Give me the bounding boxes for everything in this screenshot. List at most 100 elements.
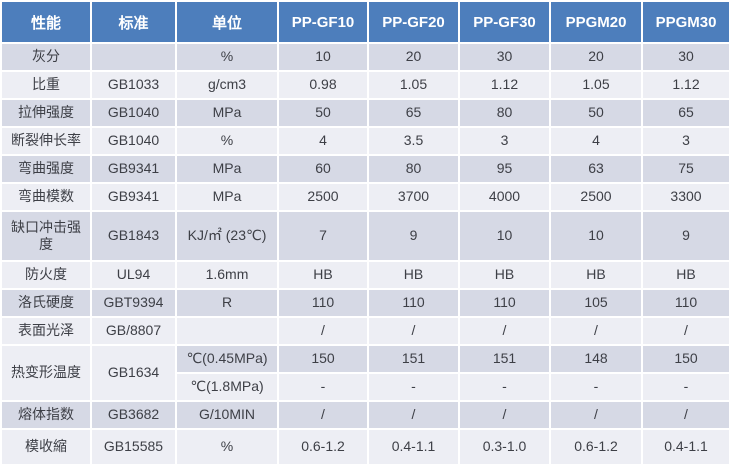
table-row: 表面光泽 GB/8807// / / / [2,318,729,344]
value-cell: 0.3-1.0 [460,430,549,464]
unit-cell: R [177,290,277,316]
value-cell: 60 [279,156,367,182]
standard-cell: GBT9394 [92,290,175,316]
value-cell: HB [460,262,549,288]
value-cell: / [279,318,367,344]
standard-cell: GB/8807 [92,318,175,344]
property-cell: 弯曲强度 [2,156,90,182]
table-row: 弯曲模数 GB9341 MPa 2500 3700 4000 2500 3300 [2,184,729,210]
table-row: 热变形温度 GB1634 ℃(0.45MPa) 150 151 151 148 150 [2,346,729,400]
header-row: 性能 标准 单位 PP-GF10 PP-GF20 PP-GF30 PPGM20 PPGM30 [2,2,729,42]
value-cell: 110 [279,290,367,316]
value-cell: 9 [369,212,458,260]
value-cell: / [643,402,729,428]
value-cell: 10 [551,212,641,260]
value-cell: 3300 [643,184,729,210]
standard-cell: UL94 [92,262,175,288]
table-row: 缺口冲击强度 GB1843 KJ/㎡ (23℃) 7 9 10 10 9 [2,212,729,260]
value-cell: 151 [369,346,458,372]
standard-cell: GB3682 [92,402,175,428]
column-header: PPGM20 [551,2,641,42]
standard-cell: GB1843 [92,212,175,260]
standard-cell [92,44,175,70]
value-cell: 3700 [369,184,458,210]
unit-cell: g/cm3 [177,72,277,98]
value-cell: 3.5 [369,128,458,154]
value-cell: 3 [643,128,729,154]
table-row: 防火度 UL94 1.6mm HB HB HB HB HB [2,262,729,288]
value-cell: 4 [279,128,367,154]
unit-cell: 1.6mm [177,262,277,288]
value-cell: / [460,402,549,428]
value-cell: HB [551,262,641,288]
value-cell: 110 [643,290,729,316]
standard-cell: GB1040 [92,128,175,154]
value-cell: / [460,318,549,344]
value-cell: 1.12 [643,72,729,98]
value-cell: 9 [643,212,729,260]
table-row: 比重 GB1033 g/cm3 0.98 1.05 1.12 1.05 1.12 [2,72,729,98]
unit-cell: % [177,430,277,464]
property-cell: 洛氏硬度 [2,290,90,316]
property-cell: 表面光泽 [2,318,90,344]
standard-cell: GB1040 [92,100,175,126]
value-cell: 0.6-1.2 [551,430,641,464]
unit-cell: MPa [177,100,277,126]
table-row: 拉伸强度 GB1040 MPa 50 65 80 50 65 [2,100,729,126]
column-header: PP-GF20 [369,2,458,42]
value-cell: 4 [551,128,641,154]
value-cell: 4000 [460,184,549,210]
value-cell: 105 [551,290,641,316]
value-cell: 80 [460,100,549,126]
value-cell: HB [369,262,458,288]
standard-cell: GB15585 [92,430,175,464]
property-cell: 模收縮 [2,430,90,464]
unit-cell: ℃(1.8MPa) [177,374,277,400]
value-cell: 2500 [551,184,641,210]
property-cell: 弯曲模数 [2,184,90,210]
property-cell: 防火度 [2,262,90,288]
standard-cell: GB9341 [92,156,175,182]
standard-cell: GB1033 [92,72,175,98]
value-cell: / [643,318,729,344]
column-header: PP-GF30 [460,2,549,42]
property-cell: 灰分 [2,44,90,70]
value-cell: - [643,374,729,400]
table-row: 熔体指数 GB3682 G/10MIN / / / / / [2,402,729,428]
value-cell: 110 [369,290,458,316]
unit-cell: ℃(0.45MPa) [177,346,277,372]
column-header: 性能 [2,2,90,42]
unit-cell: MPa [177,184,277,210]
value-cell: 3 [460,128,549,154]
value-cell: 20 [369,44,458,70]
unit-cell: MPa [177,156,277,182]
standard-cell: GB9341 [92,184,175,210]
property-cell: 缺口冲击强度 [2,212,90,260]
value-cell: 1.05 [551,72,641,98]
value-cell: 63 [551,156,641,182]
value-cell: 150 [279,346,367,372]
value-cell: / [369,318,458,344]
value-cell: 0.4-1.1 [369,430,458,464]
property-cell: 比重 [2,72,90,98]
value-cell: 50 [551,100,641,126]
column-header: PP-GF10 [279,2,367,42]
value-cell: 0.6-1.2 [279,430,367,464]
property-cell: 熔体指数 [2,402,90,428]
table-row: 断裂伸长率 GB1040% 4 3.5 3 4 3 [2,128,729,154]
value-cell: / [551,318,641,344]
unit-cell: G/10MIN [177,402,277,428]
table-row: 灰分% 10 20 30 20 30 [2,44,729,70]
unit-cell [177,318,277,344]
value-cell: 30 [643,44,729,70]
value-cell: 30 [460,44,549,70]
value-cell: 151 [460,346,549,372]
value-cell: 65 [643,100,729,126]
value-cell: / [279,402,367,428]
value-cell: 80 [369,156,458,182]
value-cell: HB [279,262,367,288]
table-row: 洛氏硬度 GBT9394 R 110 110 110 105 110 [2,290,729,316]
unit-cell: % [177,128,277,154]
value-cell: 50 [279,100,367,126]
